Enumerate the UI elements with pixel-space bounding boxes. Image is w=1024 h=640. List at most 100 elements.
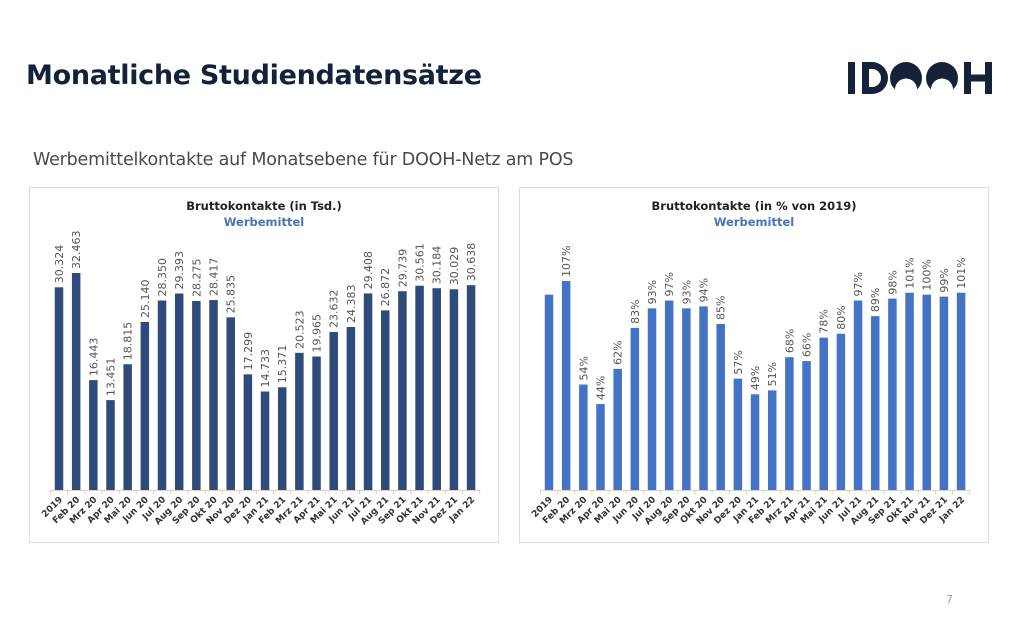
bar [398,291,407,490]
bar [209,300,218,490]
bar [192,300,201,490]
bar-value-label: 54% [577,356,590,380]
bar [630,327,640,490]
logo-letter-o2 [926,62,958,90]
bar [54,287,64,490]
bar [226,317,235,490]
bar-value-label: 83% [629,299,642,323]
bar [922,294,931,490]
bar [802,361,811,490]
bar-value-label: 26.872 [379,268,392,307]
bar [415,285,424,490]
bar [363,293,373,490]
bar [89,380,98,490]
bar-value-label: 68% [783,329,796,353]
chart-subtitle: Werbemittel [713,215,795,229]
chart-bruttokontakte-percent: Bruttokontakte (in % von 2019) Werbemitt… [519,187,989,543]
bar-value-label: 101% [904,257,917,288]
bar-value-label: 85% [715,296,728,320]
bar-value-label: 97% [852,272,865,296]
bar-value-label: 101% [955,257,968,288]
bar-value-label: 24.383 [345,285,358,324]
bar [466,285,476,490]
page-title: Monatliche Studiendatensätze [26,60,482,91]
bar-value-label: 18.815 [122,322,135,361]
chart-title: Bruttokontakte (in % von 2019) [651,199,857,213]
bar [613,368,622,490]
bar [174,293,184,490]
bar [733,378,743,490]
bar-value-label: 80% [835,305,848,329]
bar-value-label: 97% [663,272,676,296]
bar [785,357,794,490]
bar [329,332,338,490]
logo-letter-h [964,62,992,94]
bar [71,273,81,490]
bar [140,321,150,490]
bar [432,288,441,490]
bar [716,323,725,490]
page-subtitle: Werbemittelkontakte auf Monatsebene für … [33,150,574,170]
bar [346,327,356,490]
bar-value-label: 13.451 [105,358,118,397]
bar [449,289,459,490]
bar-value-label: 57% [732,350,745,374]
bar [106,400,115,490]
bar-value-label: 89% [869,288,882,312]
bar [561,281,571,490]
bar [699,306,708,490]
bar-value-label: 94% [698,278,711,302]
bar-value-label: 15.371 [276,345,289,384]
idooh-logo [848,62,992,94]
bar-value-label: 29.408 [362,251,375,290]
chart-subtitle: Werbemittel [223,215,305,229]
bar [888,298,897,490]
bar [596,404,605,490]
bar [956,292,966,490]
bar-value-label: 100% [921,259,934,290]
bar-value-label: 28.350 [156,258,169,297]
bar [819,337,828,490]
bar [123,364,132,490]
bar [380,310,390,490]
bar-value-label: 30.324 [53,245,66,284]
bar-value-label: 30.184 [431,246,444,285]
bar-value-label: 62% [612,340,625,364]
bar-value-label: 19.965 [311,314,324,353]
bar [243,374,253,490]
bar [157,300,167,490]
chart-bruttokontakte-tsd: Bruttokontakte (in Tsd.) Werbemittel 30.… [29,187,499,543]
bar-value-label: 20.523 [293,310,306,349]
page-number: 7 [946,593,953,606]
bar [836,333,846,490]
bar-value-label: 23.632 [328,290,341,329]
bar-value-label: 78% [818,309,831,333]
bar-value-label: 16.443 [87,338,100,377]
logo-letter-o1 [890,62,922,90]
bar-value-label: 98% [886,270,899,294]
bar-value-label: 14.733 [259,349,272,388]
bar [853,300,863,490]
bar-value-label: 28.275 [190,258,203,297]
bar-value-label: 107% [560,246,573,277]
bar-value-label: 51% [766,362,779,386]
bar [277,387,287,490]
bar-value-label: 99% [938,268,951,292]
logo-letter-i [848,62,855,94]
bar [682,308,691,490]
bar-value-label: 17.299 [242,332,255,371]
bar-value-label: 49% [749,366,762,390]
bar-value-label: 66% [801,333,814,357]
bar [905,292,914,490]
logo-letter-d [862,62,888,94]
bar-value-label: 28.417 [208,258,221,297]
bar [664,300,674,490]
bar-value-label: 93% [680,280,693,304]
bar [647,308,657,490]
bar [750,394,760,490]
bar-value-label: 30.561 [414,243,427,282]
bar-value-label: 30.029 [448,247,461,285]
bar [260,391,270,490]
